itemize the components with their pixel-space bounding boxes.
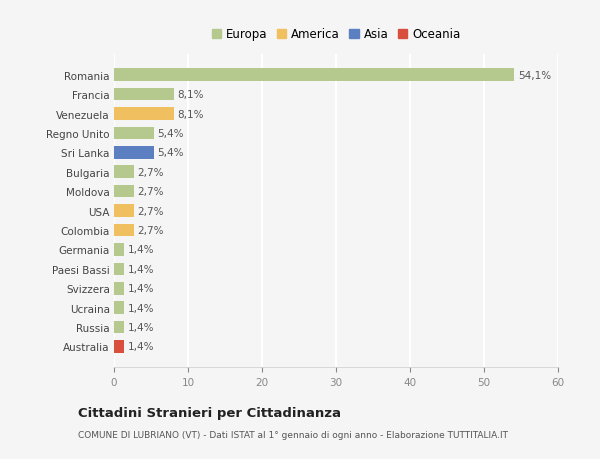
- Text: COMUNE DI LUBRIANO (VT) - Dati ISTAT al 1° gennaio di ogni anno - Elaborazione T: COMUNE DI LUBRIANO (VT) - Dati ISTAT al …: [78, 431, 508, 440]
- Bar: [114, 263, 124, 275]
- Text: 1,4%: 1,4%: [128, 245, 155, 255]
- Text: 1,4%: 1,4%: [128, 284, 155, 294]
- Bar: [114, 166, 134, 179]
- Bar: [114, 69, 514, 82]
- Bar: [114, 147, 154, 159]
- Text: 8,1%: 8,1%: [178, 109, 204, 119]
- Bar: [114, 321, 124, 334]
- Text: 2,7%: 2,7%: [137, 206, 164, 216]
- Text: 1,4%: 1,4%: [128, 303, 155, 313]
- Legend: Europa, America, Asia, Oceania: Europa, America, Asia, Oceania: [207, 23, 465, 46]
- Bar: [114, 89, 174, 101]
- Bar: [114, 282, 124, 295]
- Bar: [114, 224, 134, 237]
- Text: 2,7%: 2,7%: [137, 168, 164, 177]
- Text: 1,4%: 1,4%: [128, 322, 155, 332]
- Text: 5,4%: 5,4%: [158, 129, 184, 139]
- Text: 5,4%: 5,4%: [158, 148, 184, 158]
- Bar: [114, 127, 154, 140]
- Bar: [114, 205, 134, 218]
- Bar: [114, 244, 124, 256]
- Bar: [114, 108, 174, 121]
- Text: 54,1%: 54,1%: [518, 71, 551, 80]
- Text: 2,7%: 2,7%: [137, 225, 164, 235]
- Text: Cittadini Stranieri per Cittadinanza: Cittadini Stranieri per Cittadinanza: [78, 406, 341, 419]
- Text: 1,4%: 1,4%: [128, 342, 155, 352]
- Text: 2,7%: 2,7%: [137, 187, 164, 197]
- Text: 1,4%: 1,4%: [128, 264, 155, 274]
- Bar: [114, 185, 134, 198]
- Text: 8,1%: 8,1%: [178, 90, 204, 100]
- Bar: [114, 341, 124, 353]
- Bar: [114, 302, 124, 314]
